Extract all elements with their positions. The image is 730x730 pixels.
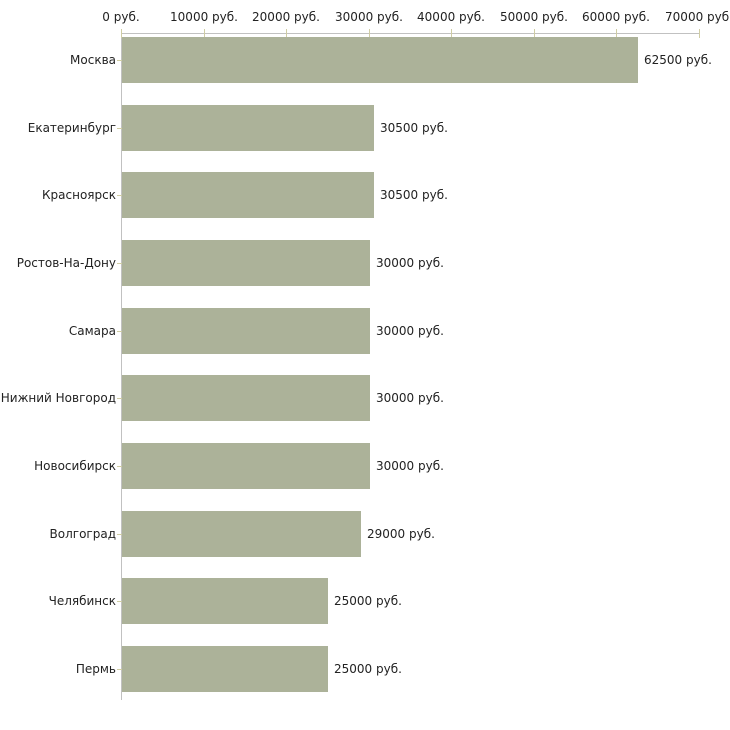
value-label: 62500 руб. xyxy=(644,53,712,67)
value-label: 25000 руб. xyxy=(334,594,402,608)
y-axis-tick-mark xyxy=(117,466,126,467)
x-axis-tick-label: 0 руб. xyxy=(102,10,140,24)
x-axis-tick-label: 20000 руб. xyxy=(252,10,320,24)
bar xyxy=(122,511,361,557)
value-label: 30000 руб. xyxy=(376,391,444,405)
bar xyxy=(122,646,328,692)
y-axis-tick-mark xyxy=(117,195,126,196)
x-axis-tick-mark xyxy=(204,29,205,38)
y-axis-tick-mark xyxy=(117,263,126,264)
category-label: Челябинск xyxy=(48,594,116,608)
category-label: Екатеринбург xyxy=(27,121,116,135)
category-label: Красноярск xyxy=(42,188,116,202)
category-label: Москва xyxy=(70,53,116,67)
y-axis-tick-mark xyxy=(117,60,126,61)
y-axis-tick-mark xyxy=(117,601,126,602)
category-label: Волгоград xyxy=(49,527,116,541)
bar xyxy=(122,105,374,151)
value-label: 30000 руб. xyxy=(376,256,444,270)
bar xyxy=(122,443,370,489)
value-label: 30000 руб. xyxy=(376,459,444,473)
value-label: 25000 руб. xyxy=(334,662,402,676)
category-label: Нижний Новгород xyxy=(0,391,116,405)
y-axis-tick-mark xyxy=(117,669,126,670)
bar xyxy=(122,172,374,218)
bar xyxy=(122,240,370,286)
x-axis-tick-mark xyxy=(451,29,452,38)
y-axis-tick-mark xyxy=(117,398,126,399)
bar xyxy=(122,308,370,354)
x-axis-tick-mark xyxy=(699,29,700,38)
x-axis-tick-label: 40000 руб. xyxy=(417,10,485,24)
value-label: 30500 руб. xyxy=(380,121,448,135)
x-axis-tick-mark xyxy=(286,29,287,38)
y-axis-line xyxy=(121,33,122,700)
x-axis-tick-label: 60000 руб. xyxy=(582,10,650,24)
x-axis-tick-label: 70000 руб. xyxy=(665,10,730,24)
x-axis-tick-mark xyxy=(616,29,617,38)
x-axis-tick-label: 50000 руб. xyxy=(500,10,568,24)
value-label: 30500 руб. xyxy=(380,188,448,202)
bar xyxy=(122,578,328,624)
bar xyxy=(122,37,638,83)
category-label: Пермь xyxy=(75,662,116,676)
x-axis-line xyxy=(121,33,700,34)
value-label: 29000 руб. xyxy=(367,527,435,541)
category-label: Самара xyxy=(68,324,116,338)
x-axis-tick-mark xyxy=(534,29,535,38)
y-axis-tick-mark xyxy=(117,331,126,332)
category-label: Новосибирск xyxy=(34,459,116,473)
category-label: Ростов-На-Дону xyxy=(16,256,116,270)
y-axis-tick-mark xyxy=(117,128,126,129)
value-label: 30000 руб. xyxy=(376,324,444,338)
bar xyxy=(122,375,370,421)
x-axis-tick-mark xyxy=(369,29,370,38)
y-axis-tick-mark xyxy=(117,534,126,535)
x-axis-tick-label: 10000 руб. xyxy=(170,10,238,24)
x-axis-tick-mark xyxy=(121,29,122,38)
x-axis-tick-label: 30000 руб. xyxy=(335,10,403,24)
